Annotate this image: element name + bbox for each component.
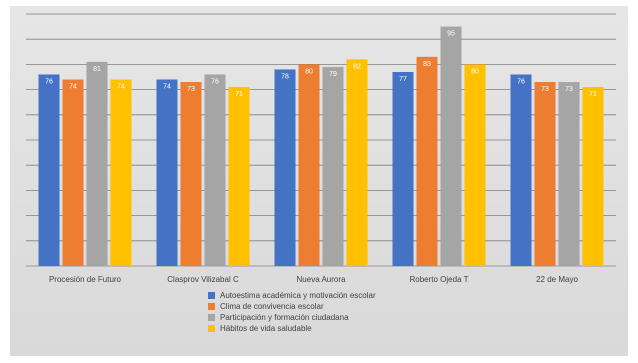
legend-label: Participación y formación ciudadana xyxy=(220,313,349,322)
legend-label: Autoestima académica y motivación escola… xyxy=(220,291,376,300)
bar xyxy=(204,74,226,266)
data-label: 71 xyxy=(589,91,597,98)
bar xyxy=(392,71,414,267)
data-labels: 76 74 81 74 74 73 76 71 78 80 79 82 77 83 95 80 76 73 73 71 xyxy=(45,31,597,98)
data-label: 73 xyxy=(187,86,195,93)
legend-swatch xyxy=(208,292,215,299)
bar xyxy=(464,64,486,267)
category-labels: Procesión de Futuro Clasprov Vilizabal C N… xyxy=(49,275,578,284)
legend-swatch xyxy=(208,325,215,332)
data-label: 76 xyxy=(211,78,219,85)
data-label: 73 xyxy=(541,86,549,93)
data-label: 71 xyxy=(235,91,243,98)
legend-label: Clima de convivencia escolar xyxy=(220,302,324,311)
data-label: 78 xyxy=(281,73,289,80)
bar xyxy=(62,79,84,267)
data-label: 74 xyxy=(117,84,125,91)
data-label: 76 xyxy=(517,78,525,85)
bar xyxy=(416,56,438,267)
data-label: 74 xyxy=(163,84,171,91)
data-label: 74 xyxy=(69,84,77,91)
legend-swatch xyxy=(208,303,215,310)
category-label: 22 de Mayo xyxy=(536,275,578,284)
bar xyxy=(534,82,556,266)
legend-label: Hábitos de vida saludable xyxy=(220,324,312,333)
bar xyxy=(440,26,462,266)
data-label: 83 xyxy=(423,61,431,68)
bar xyxy=(274,69,296,266)
legend: Autoestima académica y motivación escola… xyxy=(208,291,376,333)
chart-area: 76 74 81 74 74 73 76 71 78 80 79 82 77 83 95 80 76 73 73 71… xyxy=(10,6,628,356)
bar xyxy=(298,64,320,267)
data-label: 95 xyxy=(447,31,455,38)
bar xyxy=(558,82,580,266)
data-label: 76 xyxy=(45,78,53,85)
data-label: 79 xyxy=(329,71,337,78)
data-label: 80 xyxy=(305,68,313,75)
data-label: 80 xyxy=(471,68,479,75)
bar xyxy=(228,87,250,266)
bar xyxy=(38,74,60,266)
bar xyxy=(510,74,532,266)
bar xyxy=(322,66,344,266)
bar xyxy=(180,82,202,266)
bar xyxy=(110,79,132,267)
data-label: 81 xyxy=(93,66,101,73)
data-label: 82 xyxy=(353,63,361,70)
data-label: 73 xyxy=(565,86,573,93)
data-label: 77 xyxy=(399,76,407,83)
bar xyxy=(346,59,368,266)
bar xyxy=(86,61,108,266)
category-label: Nueva Aurora xyxy=(297,275,346,284)
legend-swatch xyxy=(208,314,215,321)
category-label: Roberto Ojeda T xyxy=(410,275,469,284)
bar xyxy=(156,79,178,267)
bar xyxy=(582,87,604,266)
bar-chart: 76 74 81 74 74 73 76 71 78 80 79 82 77 83 95 80 76 73 73 71… xyxy=(26,13,616,333)
category-label: Clasprov Vilizabal C xyxy=(167,275,239,284)
category-label: Procesión de Futuro xyxy=(49,275,122,284)
bars xyxy=(38,26,604,267)
